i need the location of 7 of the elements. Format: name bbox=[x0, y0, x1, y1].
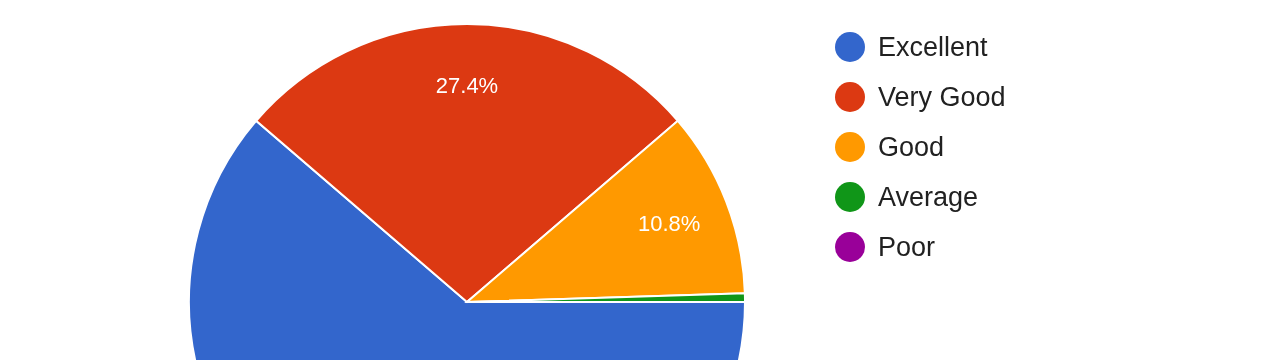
data-label: 10.8% bbox=[637, 210, 701, 236]
data-label: 27.4% bbox=[435, 72, 499, 98]
legend-label: Very Good bbox=[878, 81, 1006, 113]
legend-label: Poor bbox=[878, 231, 936, 263]
legend-label: Excellent bbox=[878, 31, 988, 63]
legend-label: Good bbox=[878, 131, 945, 163]
legend-label: Average bbox=[878, 181, 979, 213]
